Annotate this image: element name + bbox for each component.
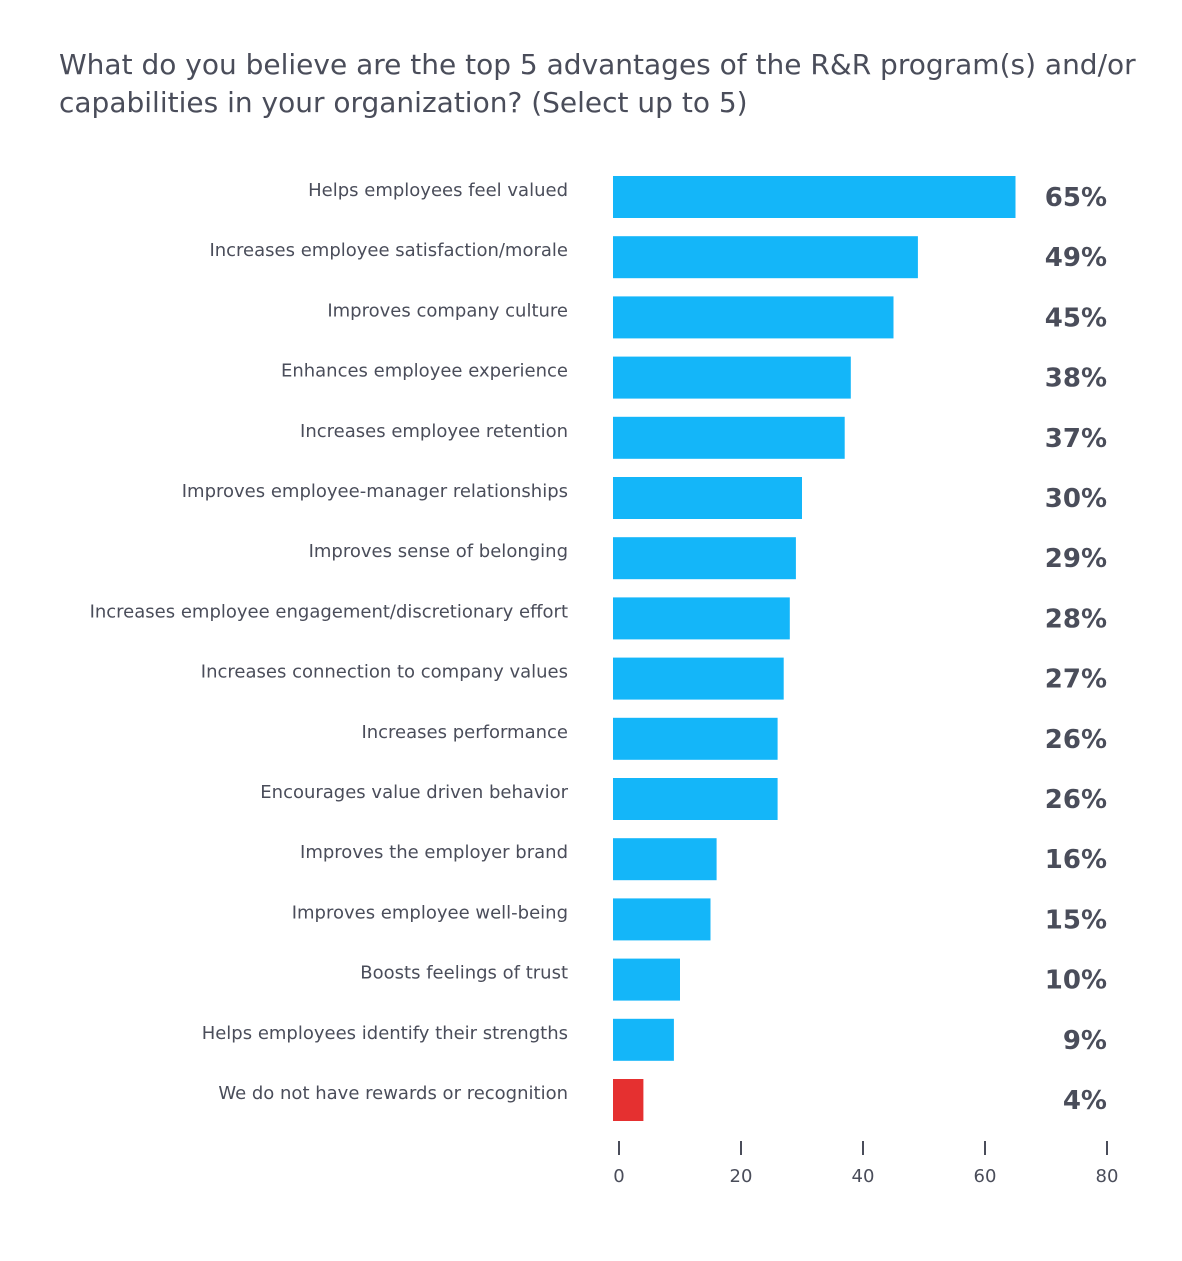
value-label: 4%	[1063, 1086, 1107, 1116]
value-label: 29%	[1045, 544, 1107, 574]
category-label: Increases employee retention	[300, 421, 568, 442]
value-label: 38%	[1045, 364, 1107, 394]
bar	[613, 778, 778, 820]
value-label: 10%	[1045, 966, 1107, 996]
chart-title: What do you believe are the top 5 advant…	[59, 48, 1136, 119]
value-label: 15%	[1045, 905, 1107, 935]
value-label: 65%	[1045, 183, 1107, 213]
bar	[613, 236, 918, 279]
value-label: 27%	[1045, 665, 1107, 695]
value-label: 30%	[1045, 484, 1107, 514]
bar	[613, 958, 680, 1001]
bar	[613, 1079, 644, 1121]
x-tick-label: 20	[730, 1166, 753, 1187]
category-label: Encourages value driven behavior	[260, 782, 568, 803]
value-label: 49%	[1045, 243, 1107, 273]
category-label: Improves employee-manager relationships	[182, 481, 568, 502]
value-label: 37%	[1045, 424, 1107, 454]
value-label: 26%	[1045, 785, 1107, 815]
value-label: 28%	[1045, 604, 1107, 634]
bar	[613, 717, 778, 760]
category-label: We do not have rewards or recognition	[218, 1083, 568, 1104]
value-label: 9%	[1063, 1026, 1107, 1056]
category-label: Improves employee well-being	[292, 902, 568, 923]
x-tick-label: 80	[1096, 1166, 1119, 1187]
bar	[613, 477, 802, 519]
category-label: Increases performance	[361, 722, 568, 743]
x-tick-label: 40	[852, 1166, 875, 1187]
category-label: Increases connection to company values	[201, 662, 568, 683]
bar	[613, 537, 796, 580]
bar	[613, 296, 894, 339]
category-label: Increases employee engagement/discretion…	[90, 601, 568, 622]
value-label: 45%	[1045, 303, 1107, 333]
bar	[613, 1018, 674, 1061]
x-tick-label: 0	[613, 1166, 624, 1187]
category-label: Improves company culture	[327, 300, 568, 321]
x-tick-label: 60	[974, 1166, 997, 1187]
category-label: Improves sense of belonging	[309, 541, 568, 562]
category-label: Boosts feelings of trust	[360, 963, 568, 984]
category-label: Helps employees identify their strengths	[202, 1023, 568, 1044]
bar	[613, 356, 851, 399]
category-label: Improves the employer brand	[300, 842, 568, 863]
bar	[613, 176, 1016, 218]
category-label: Enhances employee experience	[281, 361, 568, 382]
bar	[613, 657, 784, 700]
category-label: Increases employee satisfaction/morale	[209, 240, 568, 261]
bar	[613, 898, 711, 941]
value-label: 26%	[1045, 725, 1107, 755]
value-label: 16%	[1045, 845, 1107, 875]
bar	[613, 416, 845, 459]
bar	[613, 597, 790, 640]
category-label: Helps employees feel valued	[308, 180, 568, 201]
bar	[613, 838, 717, 881]
